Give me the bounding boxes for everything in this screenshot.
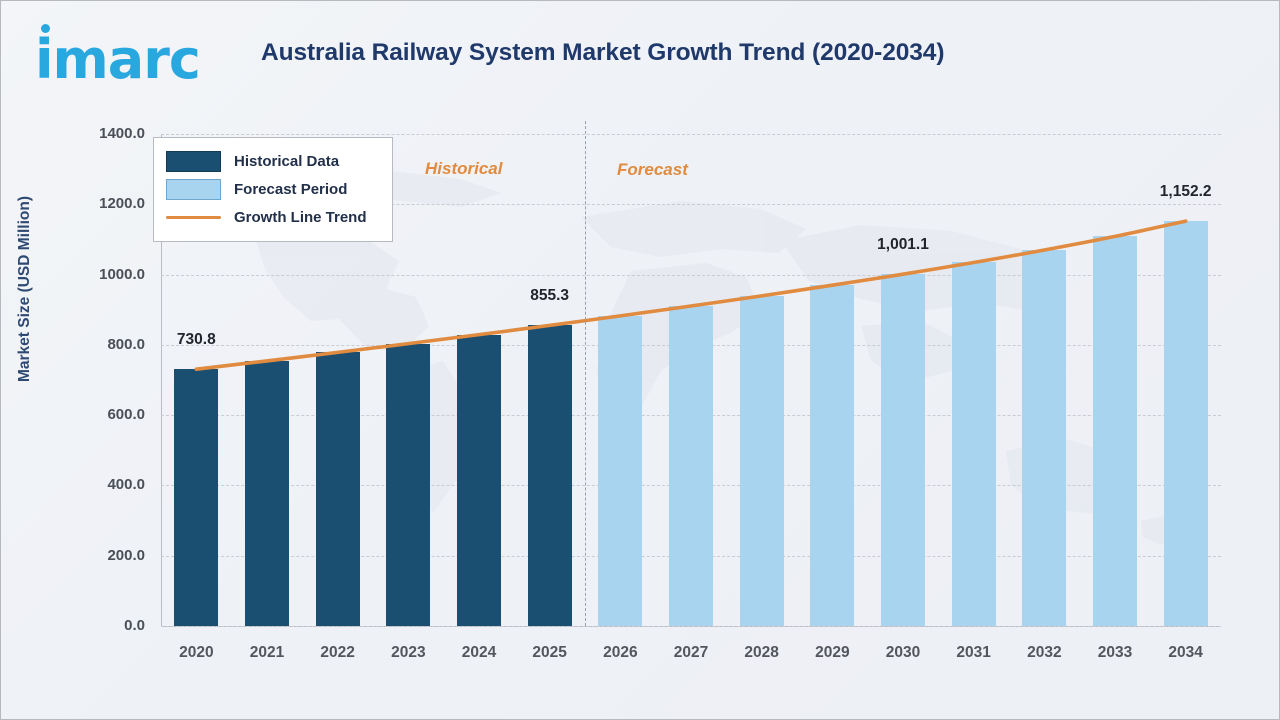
legend-label: Forecast Period (234, 180, 348, 198)
historical-annotation: Historical (425, 159, 503, 178)
header: imarc Australia Railway System Market Gr… (1, 1, 1279, 111)
bar-2030[interactable] (881, 274, 925, 626)
x-axis-tick-2028: 2028 (744, 644, 779, 661)
legend-item-1[interactable]: Forecast Period (166, 175, 382, 203)
bar-2034[interactable] (1163, 221, 1208, 626)
bar-2031[interactable] (951, 262, 996, 626)
value-label-2025: 855.3 (530, 287, 570, 305)
bar-2028[interactable] (739, 295, 784, 626)
plot-area: 730.8 855.3 1,001.1 1,152.2 (161, 134, 1221, 627)
legend-color-swatch-icon (166, 150, 221, 172)
y-axis-line (161, 134, 162, 626)
y-axis-tick-label: 400.0 (107, 476, 145, 494)
legend-item-0[interactable]: Historical Data (166, 147, 382, 175)
legend-label: Growth Line Trend (234, 208, 367, 226)
x-axis-tick-2026: 2026 (603, 644, 638, 661)
y-axis-tick-label: 600.0 (107, 406, 145, 424)
bar-2024[interactable] (457, 334, 501, 626)
legend-label: Historical Data (234, 152, 340, 170)
x-axis-tick-2033: 2033 (1097, 644, 1133, 661)
gridline (161, 204, 1221, 206)
forecast-annotation: Forecast (617, 160, 688, 179)
x-axis-tick-2021: 2021 (249, 644, 285, 661)
bar-2022[interactable] (315, 352, 360, 626)
forecast-divider (585, 121, 586, 626)
legend-item-2[interactable]: Growth Line Trend (166, 203, 382, 231)
bar-2025[interactable] (527, 325, 572, 626)
x-axis-tick-2022: 2022 (320, 644, 355, 661)
value-label-2034: 1,152.2 (1159, 183, 1212, 201)
y-axis-tick-label: 200.0 (107, 546, 145, 564)
y-axis-tick-label: 0.0 (124, 617, 145, 634)
bar-2033[interactable] (1093, 236, 1137, 626)
x-axis-tick-2027: 2027 (673, 644, 709, 661)
bar-2026[interactable] (598, 315, 643, 626)
gridline (161, 134, 1221, 135)
imarc-logo[interactable]: imarc (19, 11, 219, 91)
bar-2021[interactable] (245, 360, 289, 626)
logo-dot-icon (41, 24, 50, 33)
gridline (161, 626, 1221, 627)
x-axis-tick-2029: 2029 (815, 644, 850, 661)
x-axis-tick-2032: 2032 (1027, 644, 1062, 661)
legend-color-swatch-icon (166, 178, 221, 200)
x-axis-tick-2025: 2025 (532, 644, 567, 661)
x-axis-tick-2023: 2023 (391, 644, 426, 661)
bar-2032[interactable] (1022, 250, 1067, 626)
value-label-2030: 1,001.1 (877, 236, 929, 254)
bar-2020[interactable] (174, 369, 219, 626)
page-title: Australia Railway System Market Growth T… (261, 39, 945, 66)
x-axis-tick-2020: 2020 (179, 644, 214, 661)
y-axis-title: Market Size (USD Million) (16, 195, 33, 383)
value-label-2020: 730.8 (176, 331, 216, 349)
y-axis-tick-label: 1400.0 (99, 125, 145, 142)
x-axis-tick-2030: 2030 (885, 644, 921, 661)
x-axis-tick-2024: 2024 (461, 644, 497, 661)
y-axis-tick-label: 1000.0 (99, 265, 145, 283)
bar-2029[interactable] (810, 285, 855, 626)
x-axis-tick-2034: 2034 (1168, 644, 1203, 661)
logo-wordmark: imarc (35, 28, 201, 91)
x-axis-tick-2031: 2031 (956, 644, 991, 661)
bar-2027[interactable] (669, 306, 713, 626)
y-axis-tick-label: 1200.0 (99, 195, 145, 213)
bar-2023[interactable] (386, 343, 431, 626)
chart-legend: Historical Data Forecast Period Growth Lin… (153, 137, 393, 242)
legend-line-swatch-icon (166, 207, 221, 228)
y-axis-tick-label: 800.0 (107, 335, 145, 353)
